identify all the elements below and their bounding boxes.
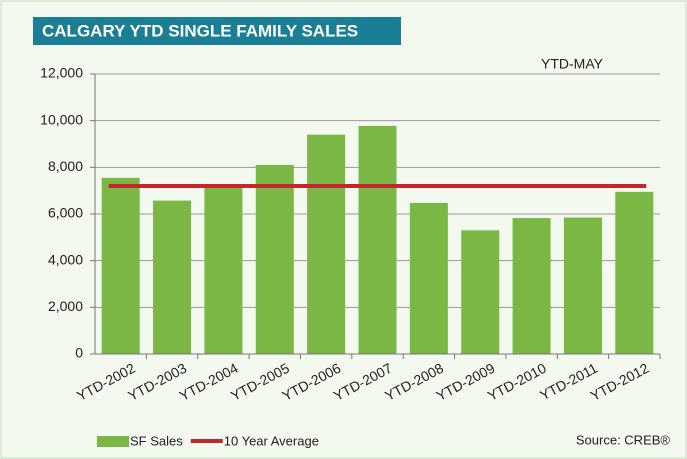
bar — [409, 202, 448, 354]
bar — [358, 125, 397, 355]
y-tick-label: 2,000 — [48, 298, 83, 314]
annotation: YTD-MAY — [541, 56, 604, 72]
bar — [101, 177, 140, 354]
bar — [204, 184, 243, 354]
y-tick-label: 12,000 — [40, 65, 83, 81]
y-tick-label: 0 — [75, 345, 83, 361]
y-tick-label: 10,000 — [40, 111, 83, 127]
y-tick-label: 4,000 — [48, 251, 83, 267]
source: Source: CREB® — [576, 432, 671, 447]
legend-label: SF Sales — [130, 433, 183, 448]
title-box — [33, 17, 401, 45]
bar — [153, 200, 192, 354]
bar — [563, 217, 602, 354]
bar — [307, 134, 346, 354]
legend-swatch — [97, 436, 129, 447]
legend-label: 10 Year Average — [224, 433, 319, 448]
bar — [615, 191, 654, 354]
bar — [255, 165, 294, 354]
chart-title: CALGARY YTD SINGLE FAMILY SALES — [42, 21, 358, 40]
bar — [461, 230, 500, 354]
y-tick-label: 6,000 — [48, 205, 83, 221]
y-tick-label: 8,000 — [48, 158, 83, 174]
bar — [512, 218, 551, 354]
